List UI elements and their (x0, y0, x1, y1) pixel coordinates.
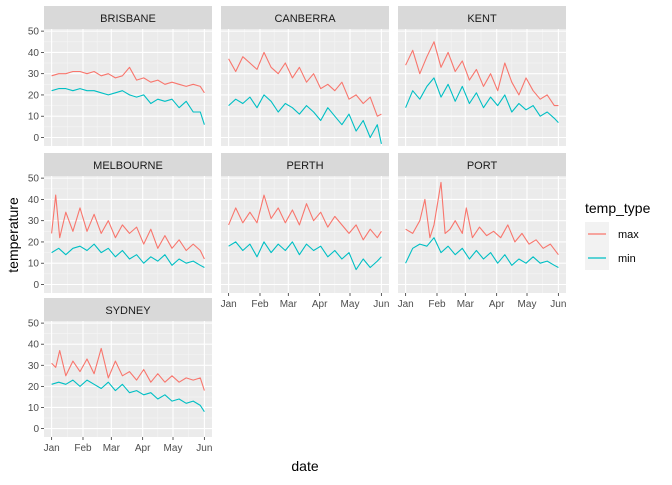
x-tick-label: Feb (428, 299, 446, 310)
series-line-min-kent (405, 77, 559, 123)
series-line-max-canberra (228, 51, 382, 117)
y-tick-label: 10 (28, 403, 40, 414)
panels-layer: BRISBANE 0 10 20 30 40 50 CANBERRA KENT MELBOURNE… (28, 6, 566, 437)
facet-label-sydney: SYDNEY (105, 305, 151, 317)
x-tick-label: Apr (489, 299, 505, 310)
x-tick-label: May (518, 299, 537, 310)
x-axis-layer: Jan Feb Mar Apr May Jun Jan Feb Mar Apr May Jun Jan F… (44, 293, 566, 454)
x-tick-label: Apr (135, 443, 151, 454)
legend-items: max min (585, 222, 639, 270)
legend-item-max: max (585, 222, 639, 246)
legend-title: temp_type (585, 200, 651, 216)
x-tick-label: Feb (74, 443, 92, 454)
x-tick-label: Jan (221, 299, 237, 310)
facet-panel-perth: PERTH (221, 153, 389, 293)
panel-background (221, 29, 389, 146)
legend-item-min: min (585, 246, 636, 270)
y-tick-label: 30 (28, 216, 40, 227)
facet-label-kent: KENT (467, 13, 497, 25)
legend: temp_type max min (585, 200, 651, 270)
panel-background (398, 176, 566, 293)
y-tick-label: 40 (28, 48, 40, 59)
y-tick-label: 0 (33, 280, 39, 291)
facet-label-melbourne: MELBOURNE (93, 160, 163, 172)
x-tick-label: Jan (44, 443, 60, 454)
legend-label-min: min (618, 253, 636, 265)
x-tick-label: Jun (196, 443, 212, 454)
facet-strip-sydney (44, 298, 212, 321)
x-tick-label: Apr (312, 299, 328, 310)
facet-panel-melbourne: MELBOURNE 0 10 20 30 40 50 (28, 153, 212, 293)
facet-panel-sydney: SYDNEY 0 10 20 30 40 50 (28, 298, 212, 437)
y-tick-label: 20 (28, 382, 40, 393)
series-line-max-sydney (51, 347, 205, 391)
series-line-min-canberra (228, 94, 382, 145)
x-axis-title: date (291, 458, 318, 474)
x-tick-label: Jun (550, 299, 566, 310)
y-tick-label: 30 (28, 69, 40, 80)
y-tick-label: 30 (28, 361, 40, 372)
y-tick-label: 40 (28, 340, 40, 351)
facet-panel-canberra: CANBERRA (221, 6, 389, 146)
series-line-min-perth (228, 241, 382, 271)
y-tick-label: 50 (28, 319, 40, 330)
facet-panel-kent: KENT (398, 6, 566, 146)
panel-background (44, 176, 212, 293)
facet-label-brisbane: BRISBANE (100, 13, 156, 25)
series-line-max-kent (405, 41, 559, 107)
y-tick-label: 20 (28, 90, 40, 101)
x-tick-label: Feb (251, 299, 269, 310)
series-line-min-port (405, 237, 559, 268)
panel-background (221, 176, 389, 293)
panel-background (398, 29, 566, 146)
facet-panel-port: PORT (398, 153, 566, 293)
y-tick-label: 20 (28, 237, 40, 248)
facet-strip-perth (221, 153, 389, 176)
series-line-min-melbourne (51, 243, 205, 268)
series-line-max-melbourne (51, 194, 205, 260)
y-tick-label: 50 (28, 174, 40, 185)
facet-label-canberra: CANBERRA (274, 13, 336, 25)
y-tick-label: 10 (28, 259, 40, 270)
facet-label-perth: PERTH (286, 160, 323, 172)
facet-strip-canberra (221, 6, 389, 29)
legend-label-max: max (618, 229, 639, 241)
facet-strip-brisbane (44, 6, 212, 29)
x-tick-label: May (164, 443, 183, 454)
series-line-max-perth (228, 194, 382, 241)
facet-label-port: PORT (467, 160, 498, 172)
x-tick-label: Mar (103, 443, 121, 454)
x-tick-label: Jan (398, 299, 414, 310)
panel-background (44, 29, 212, 146)
x-tick-label: May (341, 299, 360, 310)
x-tick-label: Mar (280, 299, 298, 310)
series-line-min-sydney (51, 379, 205, 413)
facet-strip-kent (398, 6, 566, 29)
y-axis-title: temperature (5, 197, 21, 273)
facet-strip-melbourne (44, 153, 212, 176)
facet-panel-brisbane: BRISBANE 0 10 20 30 40 50 (28, 6, 212, 146)
series-line-max-port (405, 181, 559, 256)
x-tick-label: Mar (457, 299, 475, 310)
y-tick-label: 0 (33, 424, 39, 435)
y-tick-label: 50 (28, 27, 40, 38)
panel-background (44, 321, 212, 437)
series-line-min-brisbane (51, 88, 205, 125)
series-line-max-brisbane (51, 66, 205, 94)
y-tick-label: 40 (28, 195, 40, 206)
facet-strip-port (398, 153, 566, 176)
x-tick-label: Jun (373, 299, 389, 310)
y-tick-label: 0 (33, 133, 39, 144)
y-tick-label: 10 (28, 112, 40, 123)
